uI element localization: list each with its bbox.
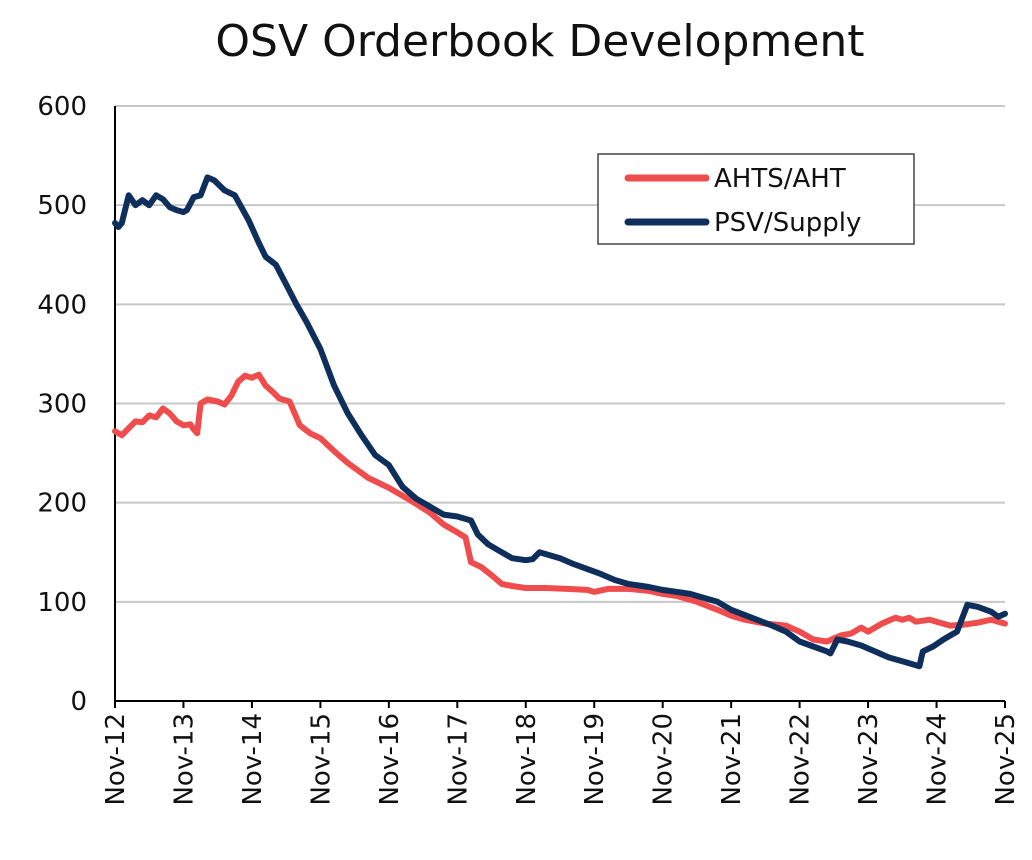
y-tick-label: 500 [37,191,87,221]
y-tick-label: 400 [37,290,87,320]
y-tick-label: 0 [70,687,87,717]
y-tick-labels: 0 100 200 300 400 500 600 [37,92,87,717]
legend-label: AHTS/AHT [714,164,846,194]
x-tick-label: Nov-17 [443,713,473,806]
legend-label: PSV/Supply [714,208,861,238]
x-tick-label: Nov-24 [923,713,953,806]
x-tick-label: Nov-23 [854,713,884,806]
x-tick-label: Nov-25 [991,713,1021,806]
x-tick-label: Nov-22 [786,713,816,806]
x-tick-label: Nov-15 [306,713,336,806]
y-tick-label: 300 [37,390,87,420]
x-tick-label: Nov-12 [101,713,131,806]
axes [114,106,1006,708]
x-tick-label: Nov-16 [375,713,405,806]
x-tick-label: Nov-21 [717,713,747,806]
y-tick-label: 200 [37,489,87,519]
y-tick-label: 600 [37,92,87,122]
x-tick-label: Nov-13 [169,713,199,806]
legend: AHTS/AHT PSV/Supply [597,153,915,245]
x-tick-labels: Nov-12 Nov-13 Nov-14 Nov-15 Nov-16 Nov-17 Nov-… [101,713,1021,806]
x-tick-label: Nov-18 [512,713,542,806]
x-tick-label: Nov-19 [580,713,610,806]
gridlines [115,105,1005,603]
series-lines [112,174,1008,670]
series-line-psv-supply [112,174,1008,670]
legend-box [597,153,915,245]
series-line-ahts-aht [112,371,1008,645]
y-tick-label: 100 [37,588,87,618]
x-tick-label: Nov-20 [649,713,679,806]
x-tick-label: Nov-14 [238,713,268,806]
chart-title: OSV Orderbook Development [215,16,864,67]
